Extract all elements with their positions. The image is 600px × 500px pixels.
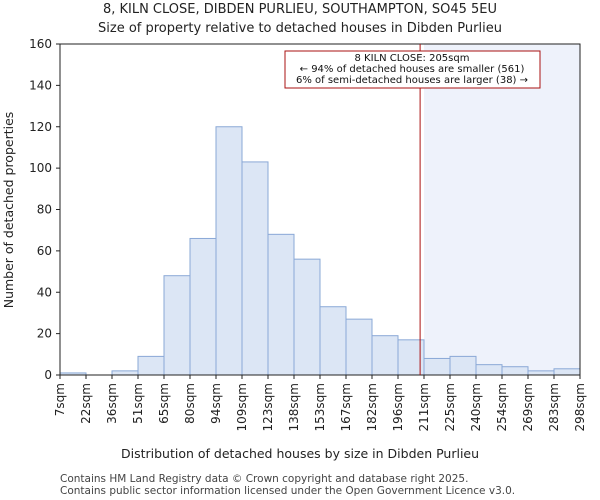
x-tick-label: 211sqm <box>417 383 431 431</box>
x-tick-label: 138sqm <box>287 383 301 431</box>
bar <box>345 318 373 376</box>
x-tick-label: 182sqm <box>365 383 379 431</box>
y-tick-label: 20 <box>37 327 52 341</box>
x-tick-label: 109sqm <box>235 383 249 431</box>
footer-copyright: Contains HM Land Registry data © Crown c… <box>60 473 468 485</box>
x-axis-label: Distribution of detached houses by size … <box>121 446 479 461</box>
x-tick-label: 36sqm <box>105 383 119 424</box>
bar <box>527 370 555 376</box>
x-tick-label: 269sqm <box>521 383 535 431</box>
x-tick-label: 283sqm <box>547 383 561 431</box>
plot-area: 0 20 40 60 80 100 120 140 160 7sqm 22sqm 36sqm 51sqm… <box>29 37 587 431</box>
x-tick-label: 80sqm <box>183 383 197 424</box>
x-tick-label: 22sqm <box>79 383 93 424</box>
bar <box>111 370 139 376</box>
x-tick-label: 167sqm <box>339 383 353 431</box>
x-tick-label: 123sqm <box>261 383 275 431</box>
bar <box>423 357 451 376</box>
chart-title: 8, KILN CLOSE, DIBDEN PURLIEU, SOUTHAMPT… <box>103 2 497 17</box>
y-axis-label: Number of detached properties <box>1 112 16 309</box>
y-tick-label: 120 <box>29 120 52 134</box>
x-tick-label: 94sqm <box>209 383 223 424</box>
bar <box>501 366 529 376</box>
x-tick-label: 254sqm <box>495 383 509 431</box>
x-tick-label: 196sqm <box>391 383 405 431</box>
annotation-line-3: 6% of semi-detached houses are larger (3… <box>296 75 528 86</box>
x-tick-label: 7sqm <box>53 383 67 416</box>
chart-subtitle: Size of property relative to detached ho… <box>98 21 502 36</box>
x-tick-label: 298sqm <box>573 383 587 431</box>
bar <box>475 364 503 376</box>
y-tick-label: 40 <box>37 285 52 299</box>
x-tick-label: 51sqm <box>131 383 145 424</box>
bar <box>215 126 243 376</box>
x-tick-label: 65sqm <box>157 383 171 424</box>
annotation-line-1: 8 KILN CLOSE: 205sqm <box>355 53 470 64</box>
bar <box>553 368 581 376</box>
bar <box>371 335 399 376</box>
y-tick-label: 140 <box>29 78 52 92</box>
x-tick-label: 153sqm <box>313 383 327 431</box>
y-tick-label: 100 <box>29 161 52 175</box>
bar <box>319 306 347 376</box>
y-tick-label: 60 <box>37 244 52 258</box>
x-tick-label: 225sqm <box>443 383 457 431</box>
highlight-region <box>424 44 580 375</box>
bar <box>241 161 269 376</box>
bar <box>163 275 191 376</box>
bar <box>293 258 321 376</box>
x-tick-label: 240sqm <box>469 383 483 431</box>
footer-licence: Contains public sector information licen… <box>60 485 515 497</box>
annotation-box <box>284 50 541 89</box>
y-tick-label: 0 <box>44 368 52 382</box>
bar <box>449 355 477 376</box>
bar <box>137 355 165 376</box>
y-tick-label: 80 <box>37 203 52 217</box>
bar <box>189 237 217 376</box>
annotation-line-2: ← 94% of detached houses are smaller (56… <box>300 64 525 75</box>
y-tick-label: 160 <box>29 37 52 51</box>
bar <box>267 233 295 376</box>
